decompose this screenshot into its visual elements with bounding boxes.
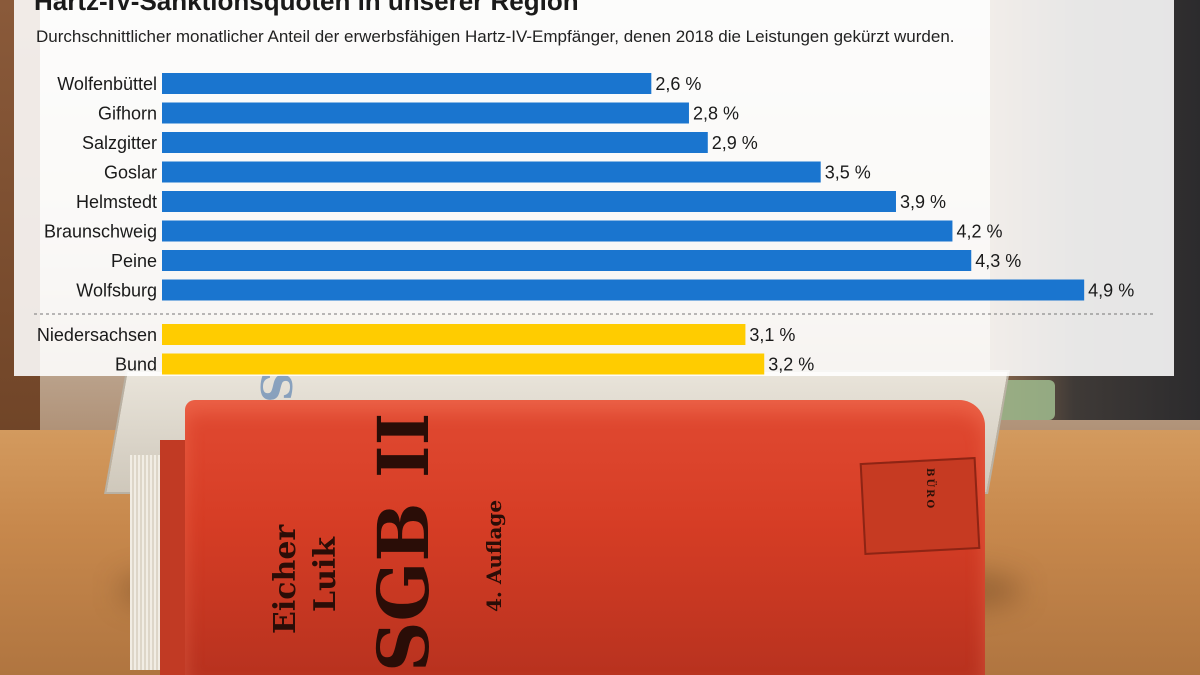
book-tag-text: BÜRO (924, 468, 935, 511)
category-label: Bund (115, 355, 157, 375)
value-label: 2,9 % (712, 133, 758, 153)
chart-title: Hartz-IV-Sanktionsquoten in unserer Regi… (34, 0, 579, 16)
bar (162, 102, 689, 124)
value-label: 4,9 % (1088, 281, 1134, 301)
bar (162, 250, 972, 271)
bar (162, 220, 953, 242)
value-label: 3,9 % (900, 192, 946, 212)
value-label: 3,2 % (768, 355, 814, 375)
value-label: 3,1 % (749, 325, 795, 345)
bar-chart: Wolfenbüttel 2,6 % Gifhorn 2,8 % Salzgitter 2… (34, 73, 1155, 375)
bar (162, 161, 821, 183)
bar (162, 324, 746, 345)
book-spine-author-2: Luik (308, 536, 343, 612)
value-label: 4,3 % (975, 251, 1021, 271)
bar (162, 279, 1085, 301)
bar (162, 132, 708, 153)
category-label: Braunschweig (44, 222, 157, 242)
category-label: Gifhorn (98, 104, 157, 124)
bar (162, 353, 765, 375)
category-label: Helmstedt (76, 192, 157, 212)
book-spine (185, 400, 985, 675)
chart-panel (14, 0, 1174, 376)
value-label: 4,2 % (956, 222, 1002, 242)
category-label: Wolfsburg (76, 281, 157, 301)
category-label: Goslar (104, 163, 157, 183)
value-label: 2,8 % (693, 104, 739, 124)
value-label: 2,6 % (655, 74, 701, 94)
category-label: Wolfenbüttel (57, 74, 157, 94)
chart-subtitle: Durchschnittlicher monatlicher Anteil de… (36, 27, 955, 46)
book-tag (859, 457, 981, 555)
value-label: 3,5 % (825, 163, 871, 183)
category-label: Niedersachsen (37, 325, 157, 345)
book-spine-edition: 4. Auflage (482, 499, 506, 612)
book-spine-title: SGB II (362, 412, 445, 672)
category-label: Salzgitter (82, 133, 157, 153)
bar (162, 73, 652, 94)
book-spine-author-1: Eicher (268, 524, 303, 634)
category-label: Peine (111, 251, 157, 271)
bar (162, 191, 896, 212)
